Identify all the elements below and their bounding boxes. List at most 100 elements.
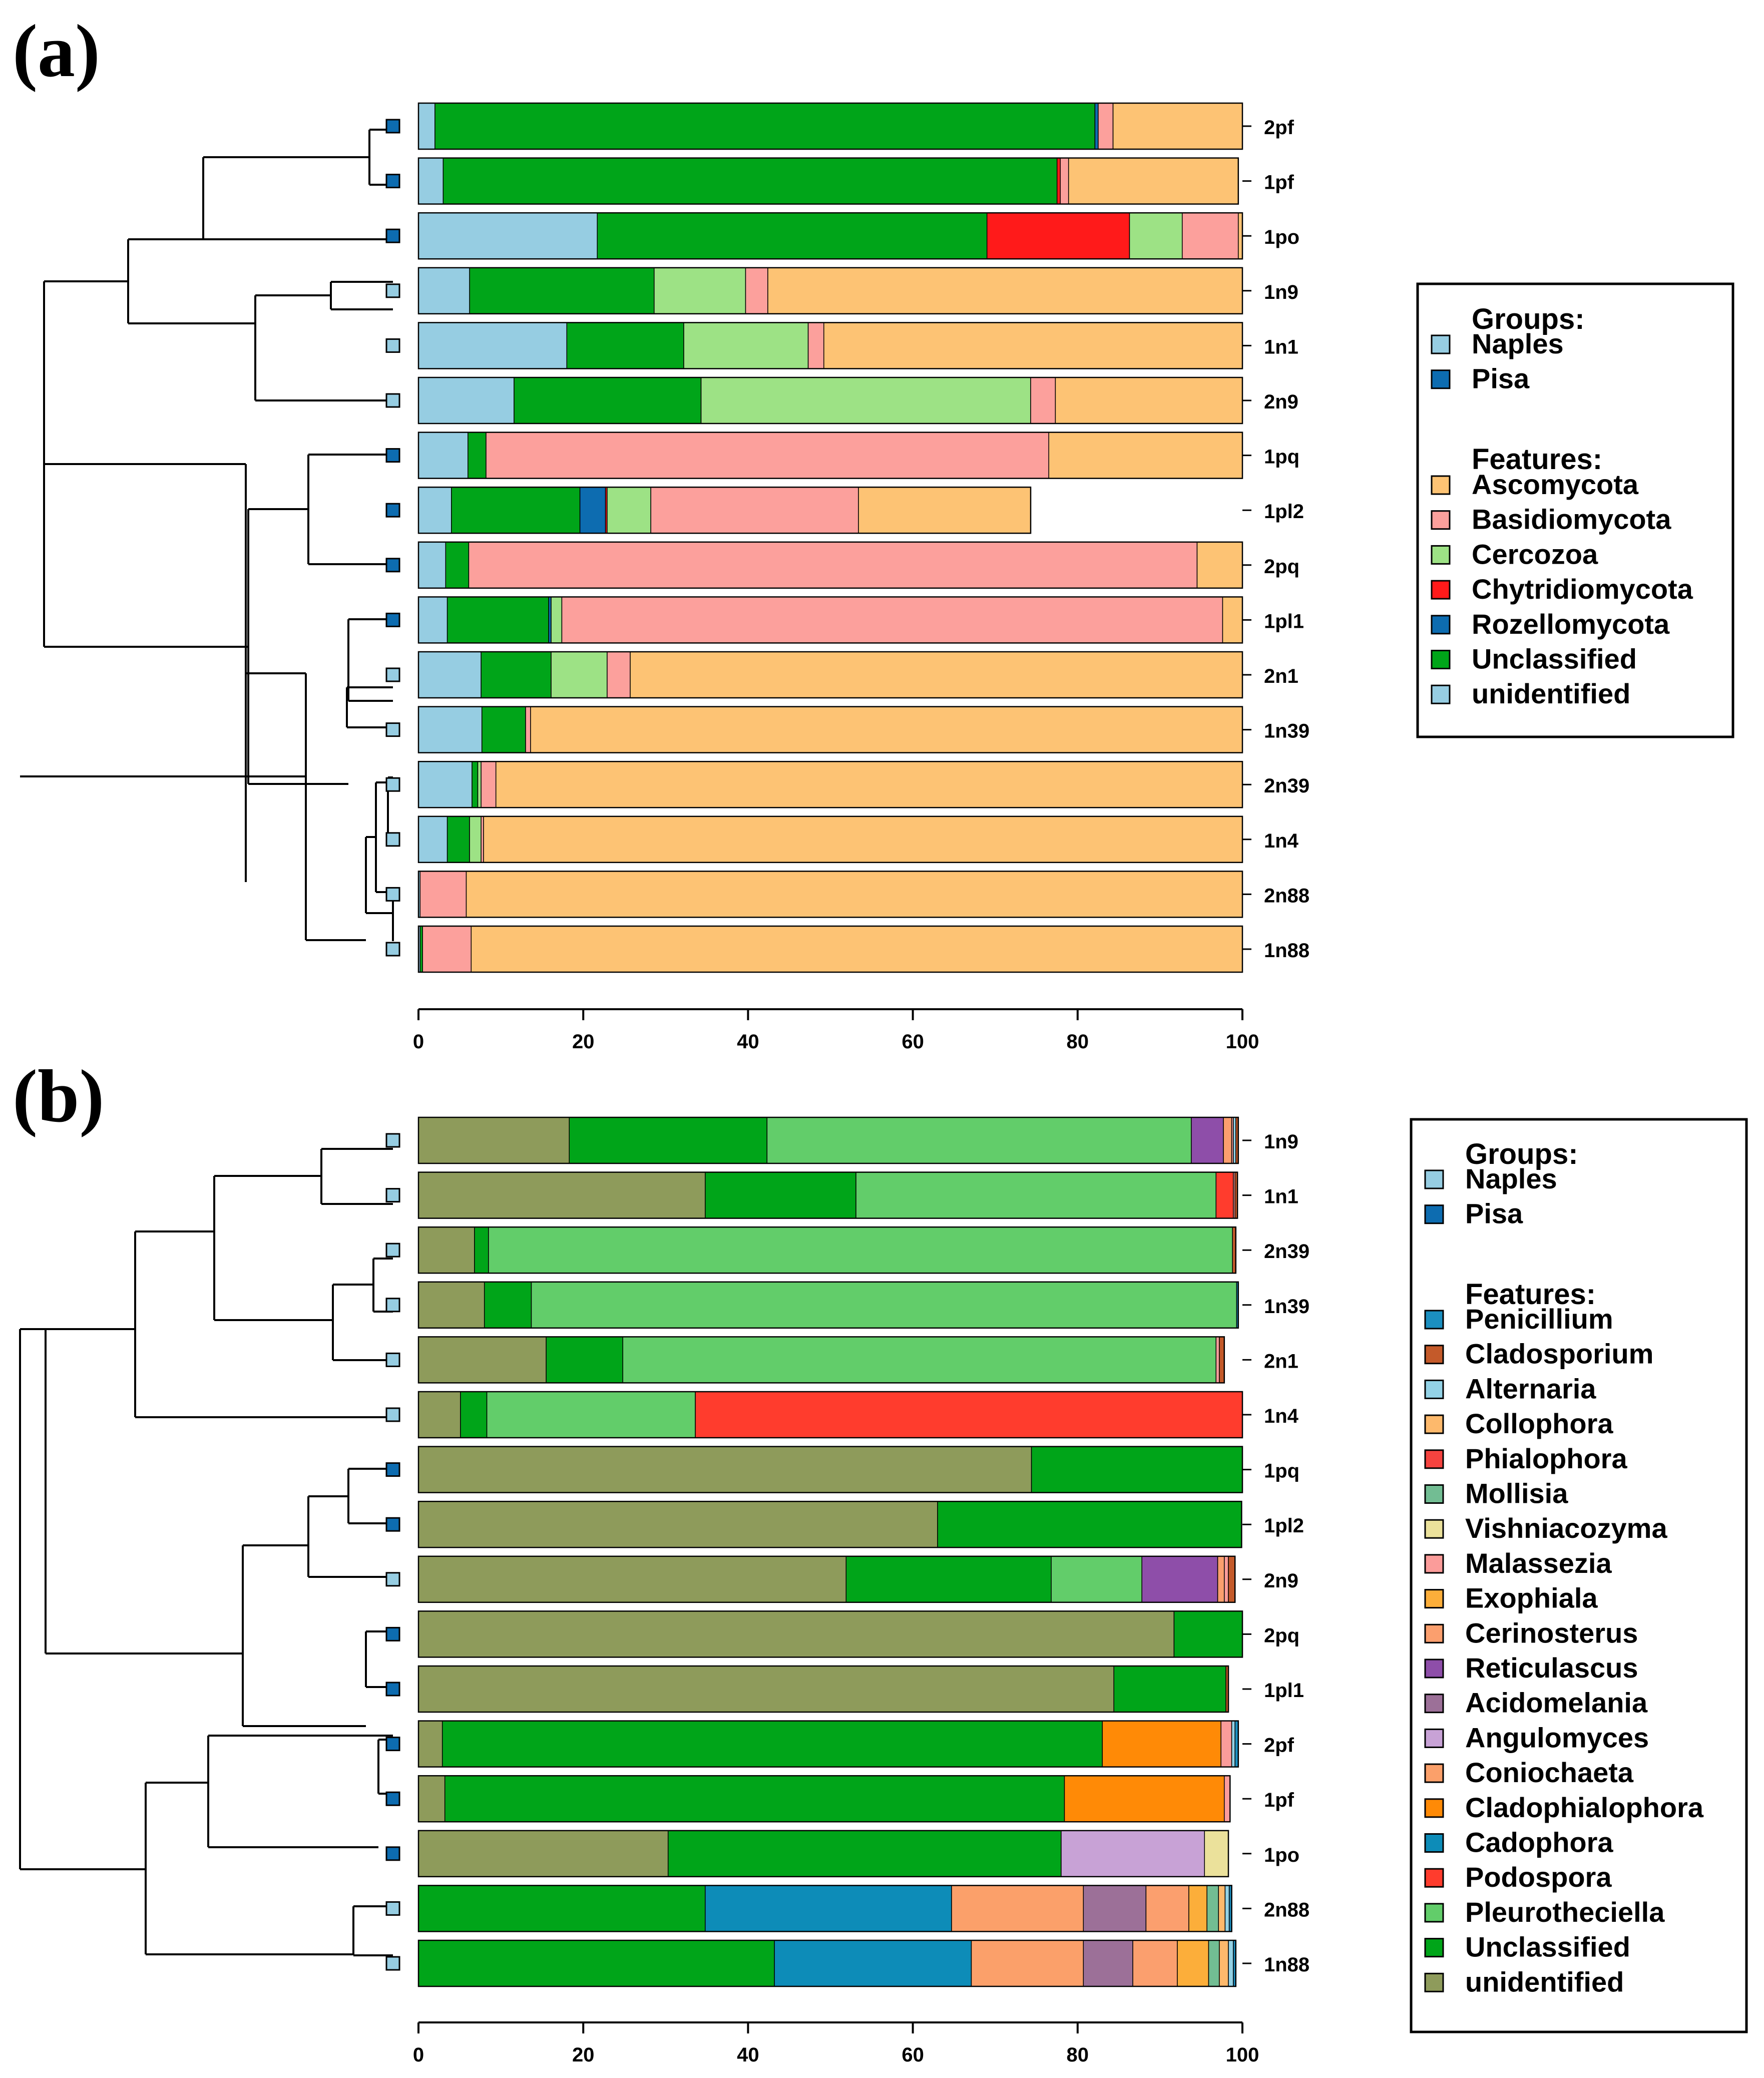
bar-segment-1n1-pleurotheciella [855,1171,1217,1219]
bar-segment-1po-cercozoa [1129,212,1183,259]
bar-outline-1po [417,1830,1229,1878]
bar-segment-1n88-cadophora [774,1940,972,1987]
group-marker-1pf [385,174,400,189]
panel-a-dendrogram [20,129,394,941]
panel-a-legend-features: Ascomycota BasidiomycotaCercozoaChytridio… [1431,469,1693,709]
panel-a-x-axis: 0 20 40 60 80 100 [413,1008,1259,1053]
bar-segment-2pf-malassezia [1220,1720,1232,1768]
bar-segment-1n9-pleurotheciella [766,1117,1192,1164]
sample-label-1pl2: 1pl2 [1264,501,1304,523]
legend-swatch-pleurotheciella [1424,1903,1444,1923]
bar-segment-2n9-pleurotheciella [1051,1556,1142,1603]
bar-segment-1pq-unclassified [1031,1446,1243,1493]
bar-segment-1n4-unclassified [447,816,470,863]
legend-swatch-cercozoa [1431,545,1451,565]
legend-swatch-unclassified [1424,1938,1444,1958]
bar-segment-2n88-basidiomycota [419,871,467,918]
legend-swatch-vishniacozyma [1424,1519,1444,1539]
group-marker-2n88 [385,1901,400,1916]
bar-segment-1n88-coniochaeta [971,1940,1084,1987]
legend-label-acidomelania: Acidomelania [1465,1687,1648,1719]
bar-segment-1pl2-unidentified [418,487,452,534]
bar-segment-1n4-unclassified [460,1391,488,1438]
bar-segment-1n9-unclassified [469,267,655,314]
bar-segment-1pf-ascomycota [1068,157,1239,205]
legend-label-unidentified: unidentified [1465,1966,1624,1997]
bar-segment-2pq-basidiomycota [468,542,1198,589]
bar-segment-1n88-cerinosterus [1132,1940,1178,1987]
sample-label-2n88: 2n88 [1264,1899,1309,1921]
legend-swatch-mollisia [1424,1484,1444,1504]
bar-outline-2pf [417,1720,1239,1768]
legend-swatch-unidentified [1424,1972,1444,1992]
sample-label-2n9: 2n9 [1264,391,1298,413]
legend-label-cerinosterus: Cerinosterus [1465,1617,1638,1648]
legend-label-basidiomycota: Basidiomycota [1472,504,1671,535]
legend-label-naples: Naples [1465,1163,1557,1194]
bar-segment-1pq-ascomycota [1048,432,1243,479]
bar-segment-2n9-unclassified [514,377,702,424]
bar-segment-1n88-acidomelania [1083,1940,1133,1987]
sample-label-2pf: 2pf [1264,117,1294,139]
bar-segment-2n88-ascomycota [466,871,1243,918]
sample-label-1pf: 1pf [1264,172,1294,194]
panel-b-bars: 1n9 1n1 2n39 1n39 2n1 1n4 1pq 1pl2 2n9 2pq 1pl1 2pf… [385,1116,1309,1987]
sample-label-1n39: 1n39 [1264,1296,1309,1318]
bar-outline-1pf [417,157,1239,205]
x-tick-label-20: 20 [572,1031,595,1053]
group-marker-1pl2 [385,503,400,518]
x-tick-label-60: 60 [902,2044,924,2066]
bar-outline-1pl2 [417,486,1032,534]
bar-segment-2n39-cercozoa [477,761,482,808]
bar-segment-2n9-unidentified [418,377,515,424]
sample-label-2pf: 2pf [1264,1735,1294,1757]
panel-a-label: (a) [13,10,100,93]
bar-segment-1n39-unclassified [484,1282,532,1329]
group-marker-2n88 [385,887,400,902]
panel-b-x-ticks: 0 20 40 60 80 100 [413,2022,1259,2066]
bar-segment-2n88-exophiala [1188,1885,1207,1932]
bar-segment-1pl2-unidentified [418,1501,938,1548]
x-tick-label-20: 20 [572,2044,595,2066]
legend-swatch-acidomelania [1424,1694,1444,1714]
group-marker-1pq [385,1462,400,1477]
bar-segment-1po-vishniacozyma [1204,1830,1229,1877]
legend-swatch-rozellomycota [1431,615,1451,635]
legend-swatch-collophora [1424,1414,1444,1434]
bar-segment-2pf-rozellomycota [1094,103,1099,150]
bar-segment-2pf-unidentified [418,1720,443,1768]
legend-label-reticulascus: Reticulascus [1465,1652,1638,1684]
bar-segment-1po-unidentified [418,212,598,259]
bar-segment-1po-unidentified [418,1830,669,1877]
bar-segment-1n9-basidiomycota [745,267,768,314]
bar-outline-1pf [417,1775,1231,1823]
bar-segment-2pf-unclassified [442,1720,1103,1768]
legend-label-podospora: Podospora [1465,1861,1612,1893]
sample-label-1pf: 1pf [1264,1789,1294,1811]
group-marker-1n1 [385,1188,400,1203]
legend-label-ascomycota: Ascomycota [1472,469,1639,500]
sample-label-2n39: 2n39 [1264,775,1309,797]
sample-label-1n39: 1n39 [1264,720,1309,742]
bar-segment-1po-chytridiomycota [986,212,1130,259]
bar-segment-1n1-unclassified [566,322,684,369]
sample-label-1pl1: 1pl1 [1264,1680,1304,1702]
bar-segment-1pq-unclassified [468,432,487,479]
bar-segment-2n9-unclassified [845,1556,1052,1603]
bar-segment-1pl1-unidentified [418,1666,1114,1713]
bar-segment-1n9-cerinosterus [1223,1117,1232,1164]
legend-swatch-cerinosterus [1424,1623,1444,1643]
bar-segment-1n39-unclassified [481,706,526,753]
bar-segment-1pl1-ascomycota [1222,596,1243,644]
group-marker-1pq [385,448,400,463]
bar-segment-2pq-unidentified [418,542,447,589]
bar-segment-2n88-cerinosterus [1145,1885,1189,1932]
bar-segment-2n39-unclassified [472,761,479,808]
panel-a-legend-groups-heading: Groups: [1472,303,1585,335]
legend-label-malassezia: Malassezia [1465,1547,1612,1579]
bar-segment-1pq-unidentified [418,1446,1032,1493]
legend-swatch-naples [1431,334,1451,354]
bar-segment-1po-unclassified [667,1830,1062,1877]
panel-b-label: (b) [13,1055,104,1138]
